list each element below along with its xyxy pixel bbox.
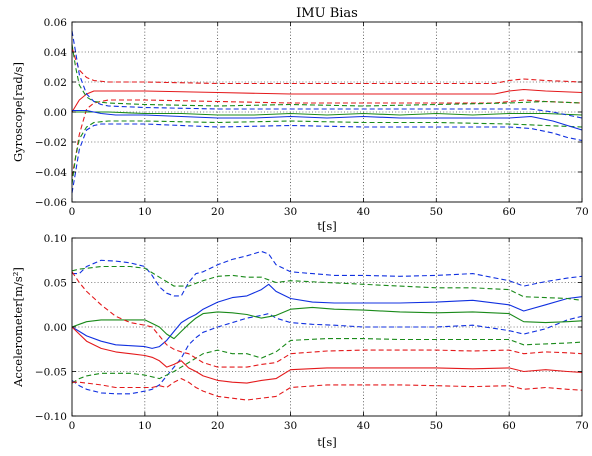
- gyroscope-x-tick-label: 30: [284, 206, 297, 218]
- accelerometer-y-tick-label: −0.05: [35, 367, 67, 379]
- accelerometer-series-blue-dashed-1: [72, 250, 583, 297]
- gyroscope-x-tick-label: 20: [211, 206, 224, 218]
- gyroscope-series-blue-solid-6: [72, 109, 583, 131]
- accelerometer-x-tick-label: 0: [69, 420, 76, 432]
- gyroscope-series-red-dashed-2: [71, 99, 583, 177]
- gyroscope-panel: IMU Bias 0 10 20 30 40 50 60 70 −0.06 −0.04 −0.02 0…: [11, 6, 589, 233]
- accelerometer-y-tick-label: 0.00: [44, 322, 67, 334]
- gyroscope-series-blue-dashed-7: [71, 30, 583, 119]
- accelerometer-x-tick-label: 50: [430, 420, 443, 432]
- accelerometer-y-tick-label: −0.10: [35, 411, 67, 423]
- gyroscope-series-blue-dashed-8: [71, 123, 583, 194]
- accelerometer-y-tick-label: 0.10: [44, 233, 67, 245]
- accelerometer-x-tick-label: 60: [502, 420, 515, 432]
- gyroscope-y-tick-label: −0.02: [35, 137, 67, 149]
- gyroscope-x-axis-label: t[s]: [317, 219, 337, 233]
- accelerometer-series-green-dashed-5: [71, 338, 583, 384]
- accelerometer-x-axis-label: t[s]: [317, 435, 337, 449]
- gyroscope-series-green-solid-3: [72, 111, 583, 116]
- gyroscope-series-green-dashed-5: [71, 120, 583, 185]
- gyroscope-x-tick-label: 10: [138, 206, 151, 218]
- accelerometer-panel: 0 10 20 30 40 50 60 70 −0.10 −0.05 0.00 0.05 0.10 t[…: [11, 233, 589, 449]
- gyroscope-plot-frame: [71, 21, 583, 203]
- chart-title: IMU Bias: [296, 6, 358, 21]
- gyroscope-y-tick-label: 0.06: [44, 17, 68, 29]
- accelerometer-series-green-solid-3: [71, 306, 583, 340]
- accelerometer-series-red-dashed-7: [71, 271, 583, 368]
- gyroscope-y-axis-label: Gyroscope[rad/s]: [11, 62, 25, 162]
- accelerometer-series-blue-dashed-2: [71, 313, 583, 395]
- accelerometer-x-tick-label: 70: [575, 420, 588, 432]
- accelerometer-y-tick-label: 0.05: [44, 278, 67, 290]
- accelerometer-series-blue-solid-0: [71, 283, 583, 349]
- accelerometer-x-tick-label: 20: [211, 420, 224, 432]
- gyroscope-x-tick-label: 40: [357, 206, 370, 218]
- gyroscope-x-tick-label: 70: [575, 206, 588, 218]
- gyroscope-x-tick-label: 60: [502, 206, 515, 218]
- accelerometer-series-green-dashed-4: [71, 265, 583, 301]
- gyroscope-y-tick-label: 0.04: [44, 47, 68, 59]
- gyroscope-x-tick-label: 50: [430, 206, 443, 218]
- accelerometer-series-red-solid-6: [71, 326, 583, 384]
- gyroscope-x-tick-label: 0: [69, 206, 76, 218]
- accelerometer-x-tick-label: 40: [357, 420, 370, 432]
- accelerometer-plot-frame: [71, 237, 583, 417]
- gyroscope-y-tick-label: −0.06: [35, 197, 67, 209]
- gyroscope-y-tick-label: −0.04: [35, 167, 67, 179]
- accelerometer-y-axis-label: Accelerometer[m/s²]: [11, 267, 25, 388]
- accelerometer-x-tick-label: 10: [138, 420, 151, 432]
- gyroscope-y-tick-label: 0.00: [44, 107, 67, 119]
- gyroscope-series-red-dashed-1: [71, 47, 583, 85]
- gyroscope-series-red-solid-0: [71, 88, 583, 113]
- accelerometer-x-tick-label: 30: [284, 420, 297, 432]
- gyroscope-y-tick-label: 0.02: [44, 77, 67, 89]
- accelerometer-series-red-dashed-8: [72, 378, 583, 401]
- gyroscope-series-green-dashed-4: [71, 44, 583, 107]
